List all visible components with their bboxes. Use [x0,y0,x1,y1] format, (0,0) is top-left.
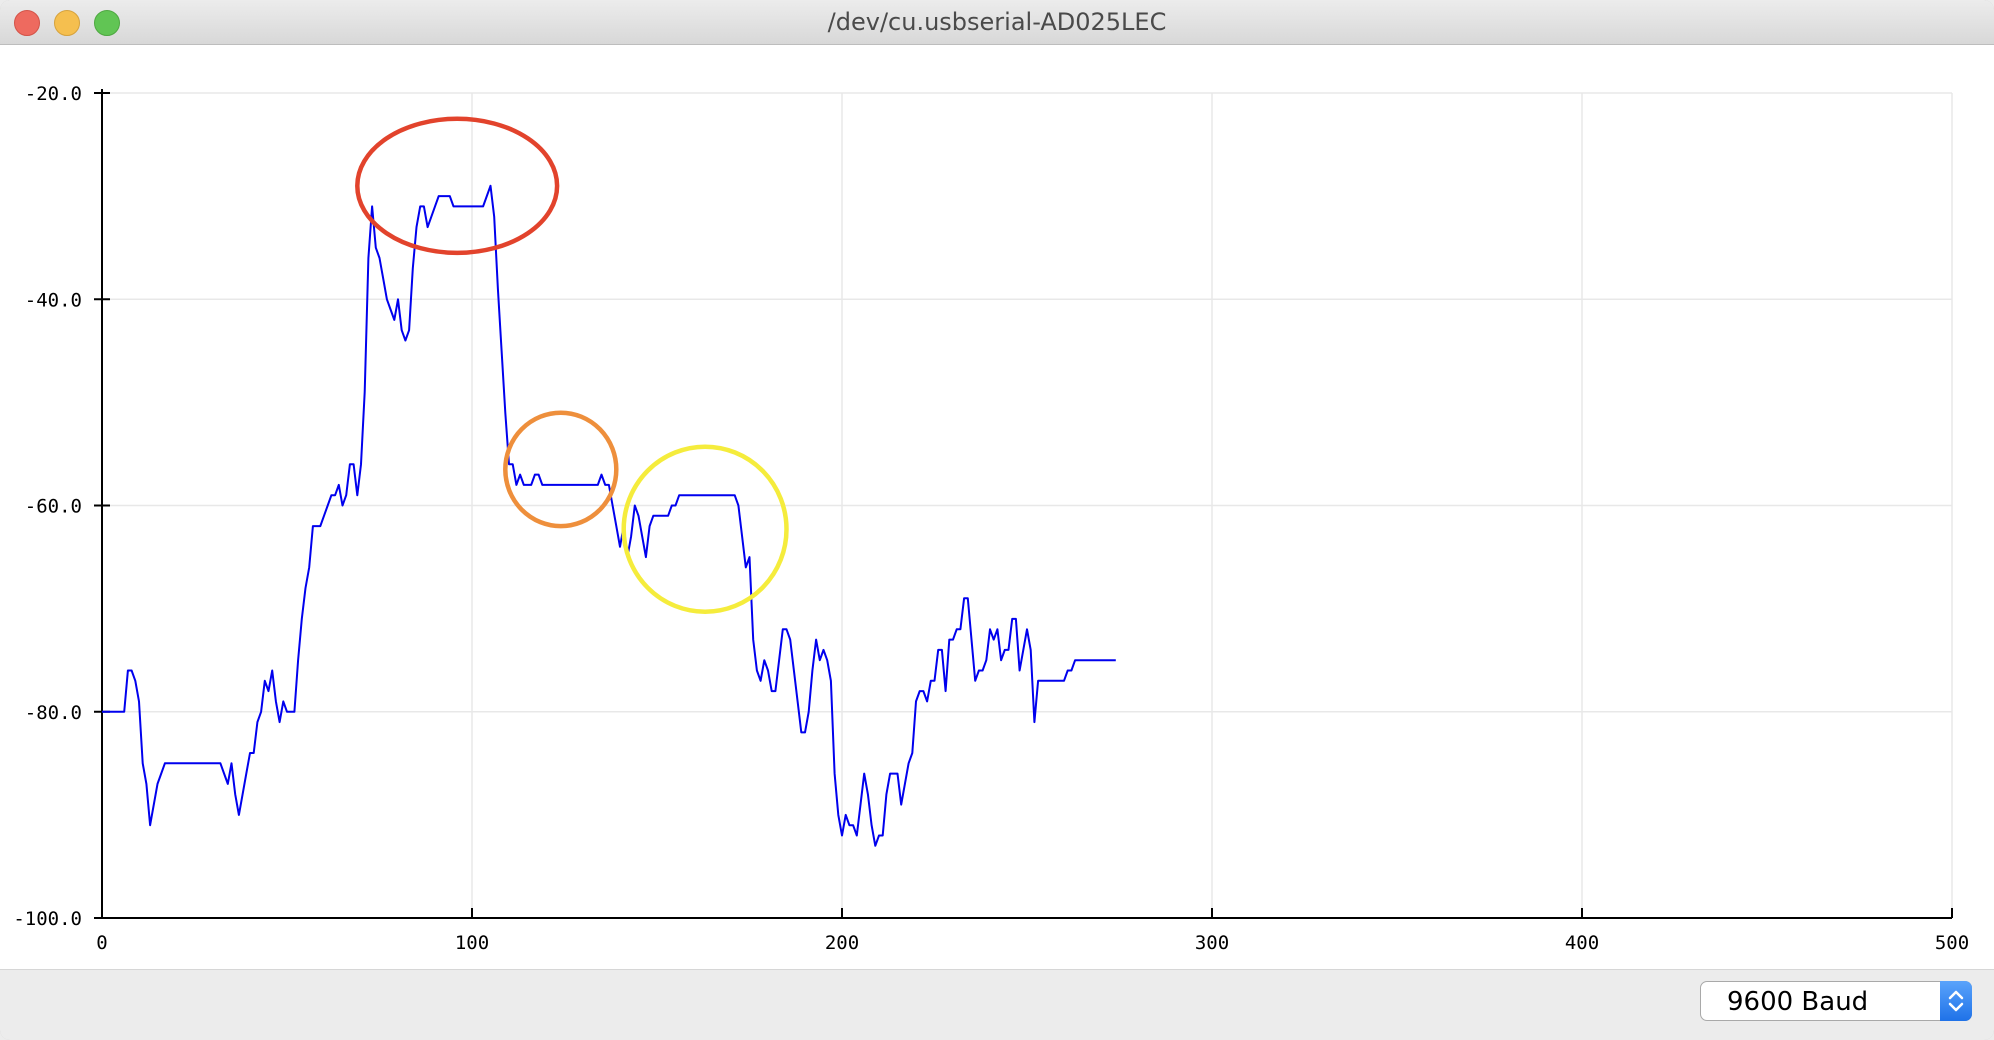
chevron-up-down-icon[interactable] [1940,981,1972,1021]
baud-rate-value: 9600 Baud [1727,987,1869,1017]
x-tick-label-100: 100 [455,932,489,954]
x-tick-label-200: 200 [825,932,859,954]
minimize-window-button[interactable] [54,10,80,36]
y-tick-label--60.0: -60.0 [25,496,82,518]
x-tick-label-400: 400 [1565,932,1599,954]
close-window-button[interactable] [14,10,40,36]
x-tick-label-300: 300 [1195,932,1229,954]
plot-area: 0 100 200 300 400 500 -20.0 -40.0 -60.0 -80.0 -100… [0,45,1994,969]
zoom-window-button[interactable] [94,10,120,36]
annotation-ellipse-red [355,116,560,256]
grid-lines [102,92,1953,918]
y-tick-label--80.0: -80.0 [25,702,82,724]
y-tick-label--20.0: -20.0 [25,83,82,105]
y-tick-label--100.0: -100.0 [13,908,82,930]
x-tick-label-0: 0 [96,932,107,954]
y-tick-label--40.0: -40.0 [25,289,82,311]
annotation-ellipse-orange [503,410,619,529]
annotation-layer [355,116,789,614]
x-tick-label-500: 500 [1935,932,1969,954]
line-chart: 0 100 200 300 400 500 -20.0 -40.0 -60.0 -80.0 -100… [13,83,1969,954]
series-line-0 [102,184,1116,847]
footer-bar: 9600 Baud [0,969,1994,1040]
title-bar: /dev/cu.usbserial-AD025LEC [0,0,1994,45]
annotation-ellipse-yellow [621,444,789,614]
axes: 0 100 200 300 400 500 -20.0 -40.0 -60.0 -80.0 -100… [13,83,1969,954]
series-layer [102,184,1116,847]
window-title: /dev/cu.usbserial-AD025LEC [827,8,1167,36]
baud-rate-select[interactable]: 9600 Baud [1700,981,1972,1021]
